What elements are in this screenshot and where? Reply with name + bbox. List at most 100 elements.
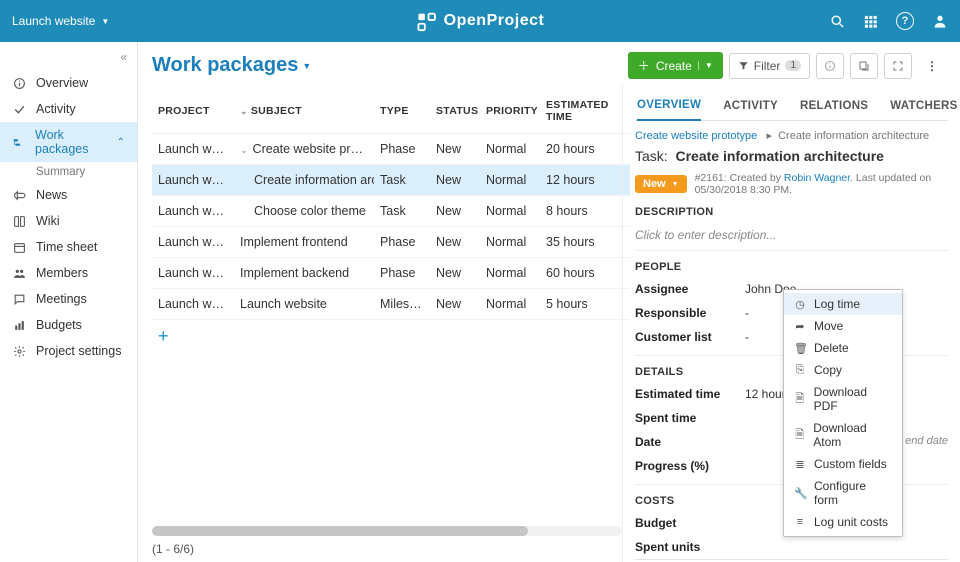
cell-status: New	[430, 289, 480, 320]
collapse-sidebar-icon[interactable]: «	[120, 50, 127, 64]
cell-subject: ⌄Create website prototype	[234, 134, 374, 165]
col-status[interactable]: STATUS	[430, 91, 480, 134]
sidebar-sub-item[interactable]: Summary	[0, 162, 137, 182]
responsible-label: Responsible	[635, 306, 745, 320]
menu-item-copy[interactable]: ⎘Copy	[784, 359, 902, 381]
table-row[interactable]: Launch websiteImplement frontendPhaseNew…	[152, 227, 630, 258]
book-icon	[12, 215, 26, 228]
breadcrumb-parent[interactable]: Create website prototype	[635, 130, 757, 142]
tab-activity[interactable]: ACTIVITY	[723, 90, 778, 120]
col-estimated[interactable]: ESTIMATED TIME	[540, 91, 630, 134]
create-button[interactable]: ＋ Create ▼	[628, 52, 723, 79]
chevron-down-icon: ▼	[698, 61, 713, 70]
status-row: New ▼ #2161: Created by Robin Wagner. La…	[635, 172, 948, 206]
avatar-icon[interactable]	[932, 13, 948, 29]
search-icon[interactable]	[830, 14, 845, 29]
table-row[interactable]: Launch websiteChoose color themeTaskNewN…	[152, 196, 630, 227]
customer-value[interactable]: -	[745, 330, 749, 344]
subject-text: Choose color theme	[240, 204, 366, 218]
sidebar-item-wiki[interactable]: Wiki	[0, 208, 137, 234]
fullscreen-button[interactable]	[884, 53, 912, 79]
sidebar-item-label: Wiki	[36, 214, 60, 228]
info-button[interactable]	[816, 53, 844, 79]
sidebar-item-budgets[interactable]: Budgets	[0, 312, 137, 338]
sidebar-item-time-sheet[interactable]: Time sheet	[0, 234, 137, 260]
sidebar-item-label: Project settings	[36, 344, 121, 358]
cell-status: New	[430, 134, 480, 165]
arrow-icon: ➦	[794, 320, 806, 333]
menu-item-delete[interactable]: 🗑Delete	[784, 337, 902, 359]
export-button[interactable]	[850, 53, 878, 79]
menu-item-move[interactable]: ➦Move	[784, 315, 902, 337]
menu-item-log-time[interactable]: ◷Log time	[784, 293, 902, 315]
cell-estimated: 12 hours	[540, 165, 630, 196]
tab-watchers[interactable]: WATCHERS	[890, 90, 957, 120]
openproject-icon	[416, 10, 438, 32]
filter-label: Filter	[754, 59, 781, 73]
cell-priority: Normal	[480, 165, 540, 196]
chevron-up-icon: ⌃	[117, 137, 125, 148]
col-project[interactable]: PROJECT	[152, 91, 234, 134]
menu-item-label: Custom fields	[814, 457, 887, 471]
wp-icon	[12, 136, 25, 149]
news-icon	[12, 189, 26, 202]
table-row[interactable]: Launch websiteImplement backendPhaseNewN…	[152, 258, 630, 289]
help-icon[interactable]: ?	[896, 12, 914, 30]
col-type[interactable]: TYPE	[374, 91, 430, 134]
tab-relations[interactable]: RELATIONS	[800, 90, 868, 120]
tab-overview[interactable]: OVERVIEW	[637, 89, 701, 121]
description-placeholder[interactable]: Click to enter description...	[635, 222, 948, 244]
responsible-value[interactable]: -	[745, 306, 749, 320]
chevron-down-icon: ▼	[302, 61, 311, 71]
menu-item-log-unit-costs[interactable]: ≡Log unit costs	[784, 511, 902, 533]
gear-icon	[12, 345, 26, 358]
paging-info: (1 - 6/6)	[152, 538, 622, 562]
col-subject[interactable]: ⌄SUBJECT	[234, 91, 374, 134]
sidebar-item-label: Time sheet	[36, 240, 97, 254]
assignee-label: Assignee	[635, 282, 745, 296]
chat-icon	[12, 293, 26, 306]
modules-icon[interactable]	[863, 14, 878, 29]
cell-estimated: 8 hours	[540, 196, 630, 227]
horizontal-scrollbar[interactable]	[152, 526, 622, 536]
menu-item-download-atom[interactable]: 🗎Download Atom	[784, 417, 902, 453]
members-icon	[12, 267, 26, 280]
menu-item-custom-fields[interactable]: ≣Custom fields	[784, 453, 902, 475]
status-badge[interactable]: New ▼	[635, 175, 687, 193]
table-row[interactable]: Launch websiteLaunch websiteMilestoneNew…	[152, 289, 630, 320]
project-selector[interactable]: Launch website ▼	[12, 14, 109, 28]
col-priority[interactable]: PRIORITY	[480, 91, 540, 134]
cell-priority: Normal	[480, 227, 540, 258]
budget-label: Budget	[635, 516, 745, 530]
table-row[interactable]: Launch websiteCreate information arc...T…	[152, 165, 630, 196]
cell-type: Phase	[374, 134, 430, 165]
chevron-down-icon: ▼	[672, 181, 679, 188]
hierarchy-icon: ⌄	[240, 106, 248, 116]
sidebar-item-label: Meetings	[36, 292, 87, 306]
sidebar-item-project-settings[interactable]: Project settings	[0, 338, 137, 364]
page-title[interactable]: Work packages ▼	[152, 54, 311, 77]
sidebar-item-members[interactable]: Members	[0, 260, 137, 286]
toolbar: Work packages ▼ ＋ Create ▼ Filter 1	[138, 42, 960, 85]
more-button[interactable]: ⋮	[918, 53, 946, 79]
sidebar-item-activity[interactable]: Activity	[0, 96, 137, 122]
cell-priority: Normal	[480, 134, 540, 165]
sidebar-item-meetings[interactable]: Meetings	[0, 286, 137, 312]
task-title[interactable]: Create information architecture	[675, 148, 884, 164]
chevron-down-icon: ▼	[101, 17, 109, 26]
add-row-button[interactable]: +	[152, 320, 622, 353]
menu-item-download-pdf[interactable]: 🗎Download PDF	[784, 381, 902, 417]
subject-text: Launch website	[240, 297, 327, 311]
table-row[interactable]: Launch website⌄Create website prototypeP…	[152, 134, 630, 165]
task-type: Task:	[635, 148, 668, 164]
filter-count: 1	[785, 60, 801, 71]
filter-button[interactable]: Filter 1	[729, 53, 810, 79]
author-link[interactable]: Robin Wagner	[784, 172, 850, 184]
menu-item-configure-form[interactable]: 🔧Configure form	[784, 475, 902, 511]
topbar: Launch website ▼ OpenProject ?	[0, 0, 960, 42]
sidebar-item-work-packages[interactable]: Work packages⌃	[0, 122, 137, 162]
sidebar-item-news[interactable]: News	[0, 182, 137, 208]
sidebar-item-overview[interactable]: Overview	[0, 70, 137, 96]
spent-units-label: Spent units	[635, 540, 745, 554]
page-title-text: Work packages	[152, 54, 298, 77]
